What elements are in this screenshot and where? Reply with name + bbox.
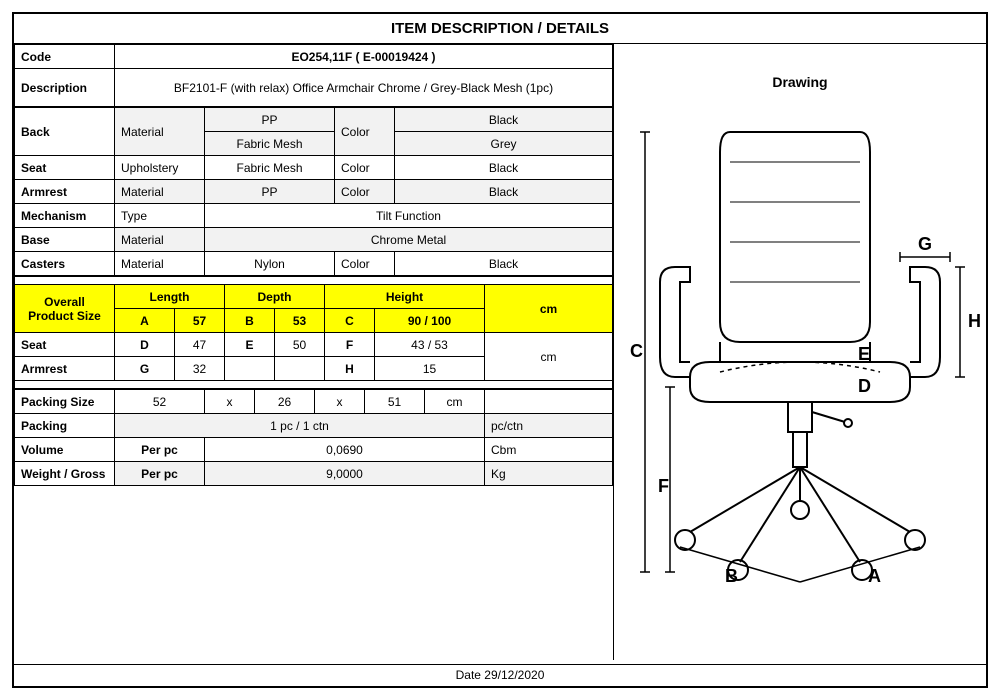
arm-color-lbl: Color <box>335 180 395 204</box>
depth-lbl: Depth <box>225 285 325 309</box>
vol-unit: Cbm <box>485 438 613 462</box>
B: B <box>225 309 275 333</box>
D: D <box>115 333 175 357</box>
A: A <box>115 309 175 333</box>
dim-F: F <box>658 476 669 496</box>
attr-table: Back Material PP Color Black Fabric Mesh… <box>14 107 613 276</box>
cast-color: Black <box>395 252 613 276</box>
Hval: 15 <box>375 357 485 381</box>
back-val2: Fabric Mesh <box>205 132 335 156</box>
header-table: Code EO254,11F ( E-00019424 ) Descriptio… <box>14 44 613 107</box>
Dval: 47 <box>175 333 225 357</box>
mech-attr: Type <box>115 204 205 228</box>
desc-label: Description <box>15 69 115 107</box>
vol-lbl: Volume <box>15 438 115 462</box>
back-attr: Material <box>115 108 205 156</box>
size-table: Overall Product Size Length Depth Height… <box>14 276 613 389</box>
mech-val: Tilt Function <box>205 204 613 228</box>
perpc1: Per pc <box>115 438 205 462</box>
seat-color-lbl: Color <box>335 156 395 180</box>
packing-val: 1 pc / 1 ctn <box>115 414 485 438</box>
dim-H: H <box>968 311 980 331</box>
Fval: 43 / 53 <box>375 333 485 357</box>
pack-d: 26 <box>255 390 315 414</box>
seat-size-lbl: Seat <box>15 333 115 357</box>
cast-val: Nylon <box>205 252 335 276</box>
vol-val: 0,0690 <box>205 438 485 462</box>
overall-label: Overall Product Size <box>15 285 115 333</box>
arm-color: Black <box>395 180 613 204</box>
weight-val: 9,0000 <box>205 462 485 486</box>
weight-lbl: Weight / Gross <box>15 462 115 486</box>
dim-C: C <box>630 341 643 361</box>
code-value: EO254,11F ( E-00019424 ) <box>115 45 613 69</box>
cm-lbl: cm <box>485 285 613 333</box>
arm-attr: Material <box>115 180 205 204</box>
date-bar: Date 29/12/2020 <box>14 664 986 686</box>
Eval: 50 <box>275 333 325 357</box>
dim-E: E <box>858 344 870 364</box>
back-color2: Grey <box>395 132 613 156</box>
packing-lbl: Packing <box>15 414 115 438</box>
Bval: 53 <box>275 309 325 333</box>
packsize-lbl: Packing Size <box>15 390 115 414</box>
seat-label: Seat <box>15 156 115 180</box>
arm-size-lbl: Armrest <box>15 357 115 381</box>
base-attr: Material <box>115 228 205 252</box>
code-label: Code <box>15 45 115 69</box>
H: H <box>325 357 375 381</box>
dim-A: A <box>868 566 881 586</box>
cm2: cm <box>485 333 613 381</box>
spec-sheet: ITEM DESCRIPTION / DETAILS Code EO254,11… <box>12 12 988 688</box>
pack-unit: cm <box>425 390 485 414</box>
arm-val: PP <box>205 180 335 204</box>
cast-color-lbl: Color <box>335 252 395 276</box>
seat-val: Fabric Mesh <box>205 156 335 180</box>
back-color1: Black <box>395 108 613 132</box>
drawing-label: Drawing <box>614 44 986 102</box>
E: E <box>225 333 275 357</box>
perpc2: Per pc <box>115 462 205 486</box>
mech-label: Mechanism <box>15 204 115 228</box>
base-val: Chrome Metal <box>205 228 613 252</box>
cast-attr: Material <box>115 252 205 276</box>
dim-G: G <box>918 234 932 254</box>
pack-table: Packing Size 52 x 26 x 51 cm Packing 1 p… <box>14 389 613 486</box>
C: C <box>325 309 375 333</box>
height-lbl: Height <box>325 285 485 309</box>
back-label: Back <box>15 108 115 156</box>
title: ITEM DESCRIPTION / DETAILS <box>14 14 986 44</box>
drawing-panel: Drawing <box>614 44 986 660</box>
Gval: 32 <box>175 357 225 381</box>
dim-D: D <box>858 376 871 396</box>
spec-table-area: Code EO254,11F ( E-00019424 ) Descriptio… <box>14 44 614 660</box>
G: G <box>115 357 175 381</box>
desc-value: BF2101-F (with relax) Office Armchair Ch… <box>115 69 613 107</box>
seat-attr: Upholstery <box>115 156 205 180</box>
Aval: 57 <box>175 309 225 333</box>
dim-B: B <box>725 566 738 586</box>
weight-unit: Kg <box>485 462 613 486</box>
arm-label: Armrest <box>15 180 115 204</box>
cast-label: Casters <box>15 252 115 276</box>
pack-l: 52 <box>115 390 205 414</box>
chair-drawing-icon: C F A B G H E D <box>620 102 980 602</box>
content-area: Code EO254,11F ( E-00019424 ) Descriptio… <box>14 44 986 660</box>
pack-x1: x <box>205 390 255 414</box>
pack-h: 51 <box>365 390 425 414</box>
packing-unit: pc/ctn <box>485 414 613 438</box>
back-val1: PP <box>205 108 335 132</box>
seat-color: Black <box>395 156 613 180</box>
F: F <box>325 333 375 357</box>
base-label: Base <box>15 228 115 252</box>
back-color-lbl: Color <box>335 108 395 156</box>
length-lbl: Length <box>115 285 225 309</box>
Cval: 90 / 100 <box>375 309 485 333</box>
pack-x2: x <box>315 390 365 414</box>
